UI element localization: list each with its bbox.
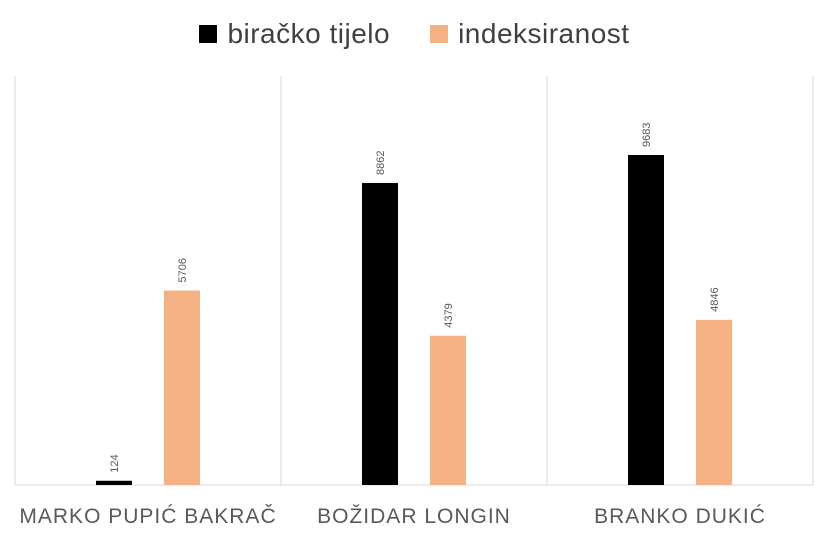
- data-label-0-1: 8862: [375, 150, 387, 174]
- data-label-0-2: 9683: [641, 122, 653, 146]
- data-label-1-0: 5706: [177, 258, 189, 282]
- bar-0-1: [362, 182, 398, 486]
- legend-swatch-indeksiranost: [430, 25, 449, 43]
- category-label-1: BOŽIDAR LONGIN: [317, 505, 511, 528]
- bar-1-0: [164, 290, 200, 485]
- data-label-0-0: 124: [109, 454, 121, 472]
- category-label-2: BRANKO DUKIĆ: [594, 505, 766, 528]
- bar-0-0: [96, 480, 132, 485]
- data-label-1-2: 4846: [709, 287, 721, 311]
- legend-swatch-biracko-tijelo: [199, 25, 218, 43]
- data-label-1-1: 4379: [443, 303, 455, 327]
- legend-label-indeksiranost: indeksiranost: [458, 18, 630, 49]
- legend: biračko tijelo indeksiranost: [0, 14, 829, 54]
- bar-1-2: [696, 319, 732, 485]
- legend-item-indeksiranost: indeksiranost: [430, 18, 629, 50]
- bar-0-2: [628, 154, 664, 486]
- legend-label-biracko-tijelo: biračko tijelo: [227, 18, 391, 49]
- bar-1-1: [430, 335, 466, 485]
- category-label-0: MARKO PUPIĆ BAKRAČ: [19, 505, 276, 528]
- legend-item-biracko-tijelo: biračko tijelo: [199, 18, 390, 50]
